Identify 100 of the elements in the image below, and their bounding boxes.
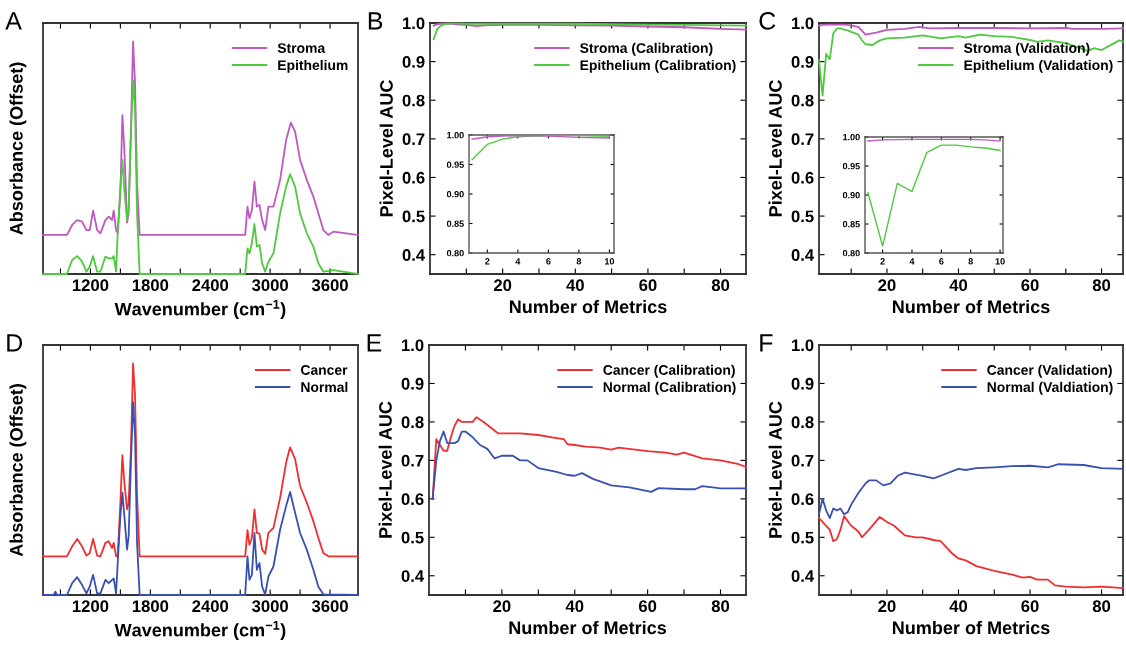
legend-label: Epithelium — [278, 59, 348, 73]
y-tick-label: 0.8 — [402, 94, 425, 107]
x-tick-label: 20 — [493, 600, 511, 613]
x-tick-label: 1800 — [132, 279, 169, 292]
y-tick-label: 0.4 — [402, 249, 426, 261]
x-tick-label: 8 — [968, 258, 973, 265]
y-tick-label: 0.4 — [401, 570, 425, 582]
x-tick-label: 40 — [949, 600, 968, 613]
y-tick-label: 0.5 — [791, 210, 814, 223]
y-axis-title: Pixel-Level AUC — [379, 80, 393, 217]
y-tick-label: 0.95 — [842, 162, 860, 170]
y-tick-label: 0.8 — [791, 416, 814, 429]
x-axis-title: Number of Metrics — [892, 299, 1050, 314]
y-tick-label: 0.80 — [446, 249, 464, 257]
legend-label: Cancer (Calibration) — [603, 364, 735, 378]
x-tick-label: 20 — [493, 279, 512, 292]
x-tick-label: 80 — [711, 279, 730, 292]
x-tick-label: 10 — [604, 258, 615, 265]
legend-label: Normal (Valdiation) — [987, 381, 1113, 395]
legend-label: Cancer — [301, 365, 348, 375]
y-tick-label: 0.85 — [446, 220, 464, 227]
chart-title: D — [7, 334, 23, 352]
x-axis-title: Number of Metrics — [892, 620, 1050, 635]
y-tick-label: 0.95 — [446, 161, 464, 168]
x-tick-label: 6 — [939, 258, 944, 265]
y-tick-label: 0.6 — [791, 171, 814, 184]
x-tick-label: 3000 — [251, 600, 288, 613]
x-axis-title: Number of Metrics — [509, 299, 667, 314]
y-tick-label: 0.90 — [842, 191, 860, 199]
legend-label: Epithelium (Validation) — [964, 59, 1113, 73]
line-series — [818, 27, 1124, 97]
x-tick-label: 10 — [995, 258, 1005, 265]
x-tick-label: 1200 — [72, 600, 109, 613]
y-tick-label: 0.9 — [791, 56, 814, 68]
legend-label: Normal (Calibration) — [603, 381, 736, 395]
y-axis-title: Pixel-Level AUC — [768, 401, 782, 538]
x-tick-label: 80 — [1092, 600, 1111, 613]
line-series — [431, 416, 747, 500]
y-tick-label: 0.9 — [402, 56, 425, 68]
y-tick-label: 1.0 — [792, 17, 814, 30]
line-series — [431, 430, 747, 500]
legend-label: Normal — [301, 381, 348, 393]
x-tick-label: 40 — [565, 600, 584, 613]
y-tick-label: 0.4 — [791, 249, 815, 261]
x-tick-label: 2400 — [192, 600, 229, 613]
y-tick-label: 1.00 — [447, 131, 464, 139]
y-axis-title: Pixel-Level AUC — [768, 80, 782, 217]
line-series — [818, 463, 1124, 519]
x-tick-label: 80 — [711, 600, 730, 613]
y-tick-label: 0.5 — [791, 531, 814, 544]
x-tick-label: 6 — [546, 258, 551, 265]
y-tick-label: 0.7 — [401, 454, 424, 467]
y-tick-label: 0.9 — [791, 377, 814, 390]
x-axis-title: Number of Metrics — [509, 620, 667, 635]
y-tick-label: 1.0 — [792, 339, 814, 352]
y-tick-label: 0.8 — [791, 94, 814, 107]
y-axis-title: Absorbance (Offset) — [9, 384, 27, 557]
x-tick-label: 4 — [909, 258, 915, 265]
x-tick-label: 20 — [878, 279, 896, 292]
x-tick-label: 4 — [515, 258, 521, 265]
chart-title: B — [368, 12, 383, 30]
x-tick-label: 40 — [949, 279, 968, 292]
x-tick-label: 8 — [576, 258, 582, 265]
x-tick-label: 60 — [1021, 600, 1039, 613]
y-tick-label: 0.6 — [401, 493, 424, 506]
x-tick-label: 60 — [639, 279, 657, 292]
chart-title: F — [760, 334, 773, 352]
legend-label: Stroma (Validation) — [963, 42, 1090, 56]
x-tick-label: 3600 — [311, 600, 348, 613]
y-tick-label: 0.9 — [401, 377, 424, 390]
y-tick-label: 0.7 — [791, 454, 814, 467]
y-tick-label: 0.85 — [842, 220, 860, 228]
x-tick-label: 1800 — [132, 600, 169, 613]
x-tick-label: 3600 — [311, 279, 348, 292]
y-tick-label: 0.5 — [402, 210, 425, 223]
y-tick-label: 0.7 — [791, 133, 814, 146]
x-axis-title: Wavenumber (cm$^{−1}$) — [114, 620, 286, 641]
y-tick-label: 1.0 — [402, 339, 424, 352]
x-tick-label: 80 — [1092, 279, 1111, 292]
y-tick-label: 0.4 — [791, 570, 815, 582]
x-tick-label: 60 — [638, 600, 657, 613]
line-series — [867, 144, 1001, 247]
y-tick-label: 0.8 — [401, 416, 424, 429]
legend-label: Stroma — [277, 43, 326, 53]
x-axis-title: Wavenumber (cm$^{−1}$) — [114, 299, 286, 320]
legend-label: Stroma (Calibration) — [580, 42, 713, 56]
x-tick-label: 20 — [878, 600, 896, 613]
y-tick-label: 0.5 — [401, 531, 424, 544]
y-tick-label: 1.00 — [843, 133, 860, 141]
x-tick-label: 2400 — [192, 279, 229, 292]
x-tick-label: 3000 — [251, 279, 288, 292]
chart-title: C — [759, 12, 776, 30]
x-tick-label: 60 — [1021, 279, 1039, 292]
legend-label: Epithelium (Calibration) — [580, 59, 736, 73]
y-tick-label: 0.6 — [402, 171, 425, 184]
x-tick-label: 2 — [880, 258, 885, 265]
x-tick-label: 40 — [566, 279, 584, 292]
y-tick-label: 0.7 — [402, 133, 425, 146]
chart-title: E — [367, 334, 382, 352]
x-tick-label: 1200 — [72, 279, 109, 292]
